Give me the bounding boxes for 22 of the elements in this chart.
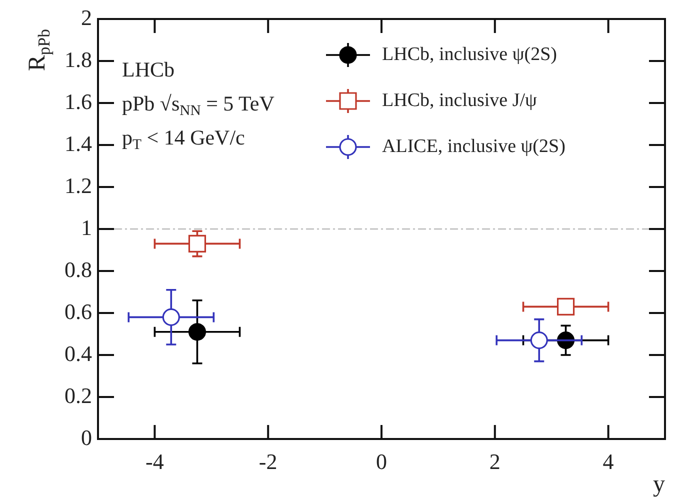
x-tick-label: 0 [376, 448, 387, 474]
y-tick-label: 1.8 [64, 46, 92, 72]
x-tick-label: -4 [146, 448, 164, 474]
y-tick-label: 1.4 [64, 130, 92, 156]
x-tick-label: 4 [602, 448, 614, 474]
y-tick-label: 1.6 [64, 88, 92, 114]
x-tick-label: -2 [258, 448, 278, 474]
y-tick-label: 1.2 [64, 172, 92, 198]
x-tick-label: 2 [489, 448, 500, 474]
y-tick-label: 0.4 [64, 340, 92, 366]
y-axis-title: RpPb [24, 28, 54, 72]
y-tick-label: 0.2 [64, 382, 92, 408]
y-tick-label: 0.6 [64, 298, 92, 324]
y-tick-label: 0 [81, 424, 92, 450]
legend-label: ALICE, inclusive ψ(2S) [382, 136, 566, 157]
y-tick-label: 2 [81, 4, 92, 30]
y-tick-label: 0.8 [64, 256, 92, 282]
annotation: LHCb [122, 58, 174, 82]
y-tick-label: 1 [81, 214, 92, 240]
legend-label: LHCb, inclusive J/ψ [382, 90, 538, 111]
legend-label: LHCb, inclusive ψ(2S) [382, 44, 557, 65]
x-axis-title: y [653, 471, 665, 498]
